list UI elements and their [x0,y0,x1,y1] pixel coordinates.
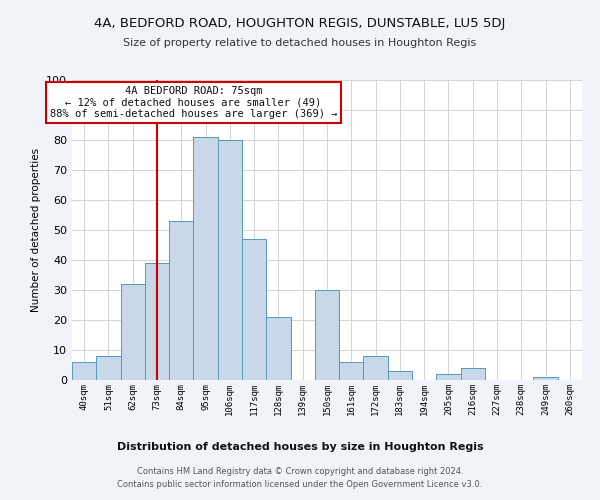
Bar [169,221,193,380]
Text: 4A BEDFORD ROAD: 75sqm
← 12% of detached houses are smaller (49)
88% of semi-det: 4A BEDFORD ROAD: 75sqm ← 12% of detached… [50,86,337,119]
Bar [364,356,388,380]
Bar [339,362,364,380]
Bar [315,290,339,380]
Bar [72,362,96,380]
Bar [145,263,169,380]
Bar [436,374,461,380]
Text: Contains public sector information licensed under the Open Government Licence v3: Contains public sector information licen… [118,480,482,489]
Bar [121,284,145,380]
Text: Distribution of detached houses by size in Houghton Regis: Distribution of detached houses by size … [116,442,484,452]
Text: Contains HM Land Registry data © Crown copyright and database right 2024.: Contains HM Land Registry data © Crown c… [137,468,463,476]
Text: 4A, BEDFORD ROAD, HOUGHTON REGIS, DUNSTABLE, LU5 5DJ: 4A, BEDFORD ROAD, HOUGHTON REGIS, DUNSTA… [94,18,506,30]
Bar [388,371,412,380]
Bar [96,356,121,380]
Bar [461,368,485,380]
Text: Size of property relative to detached houses in Houghton Regis: Size of property relative to detached ho… [124,38,476,48]
Bar [218,140,242,380]
Y-axis label: Number of detached properties: Number of detached properties [31,148,41,312]
Bar [533,377,558,380]
Bar [193,137,218,380]
Bar [242,239,266,380]
Bar [266,317,290,380]
